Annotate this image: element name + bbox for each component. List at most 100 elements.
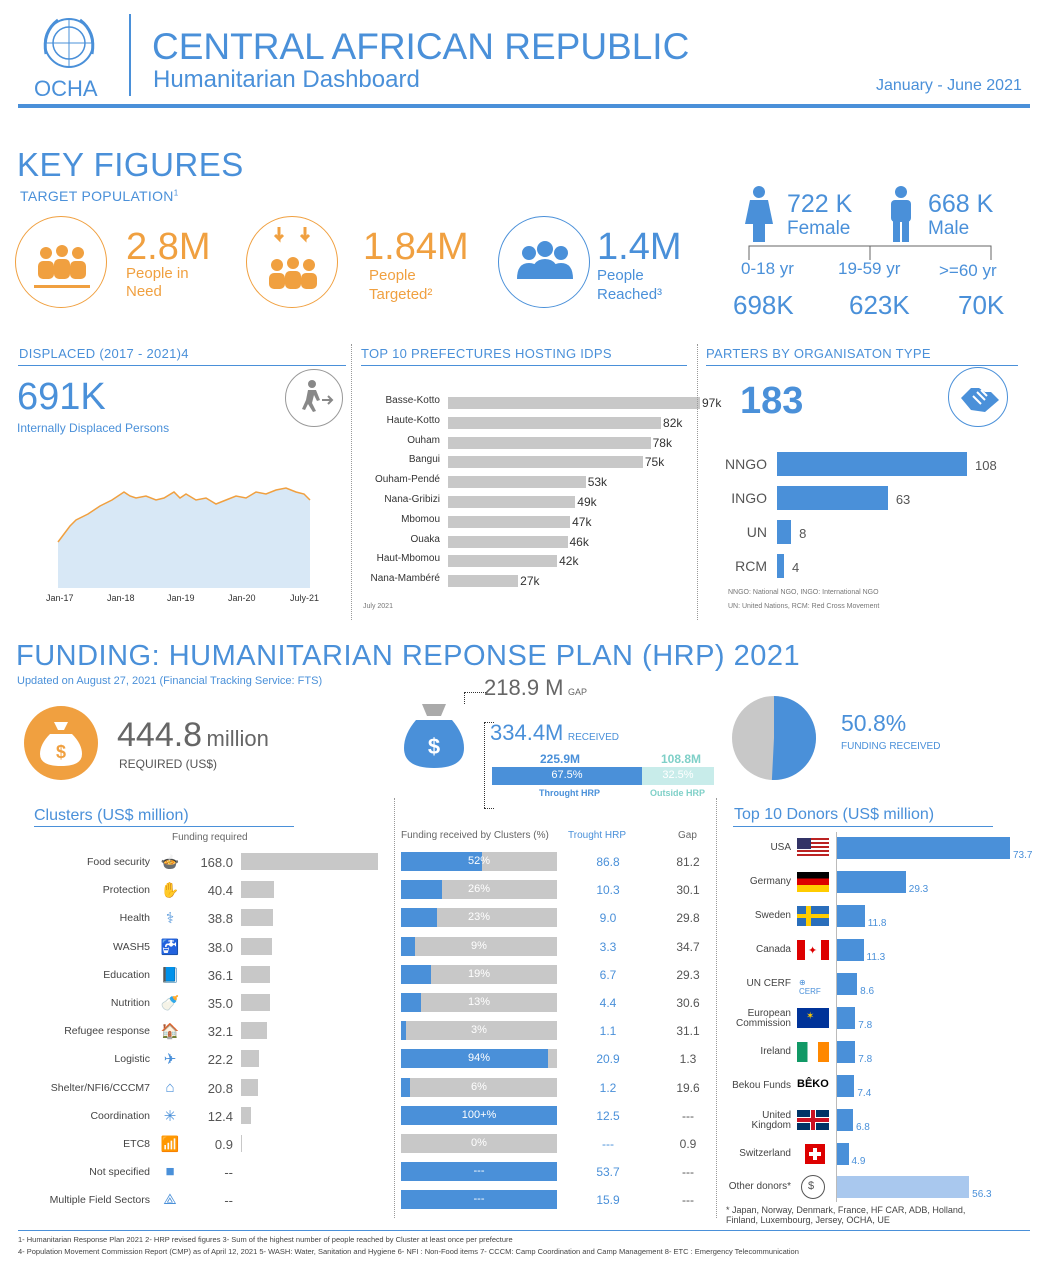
cluster-gap: 31.1 <box>676 1024 700 1039</box>
idp-tick-0: Jan-17 <box>46 593 74 603</box>
funding-title: FUNDING: HUMANITARIAN REPONSE PLAN (HRP)… <box>16 640 801 672</box>
flag-icon: ✦ <box>797 940 829 960</box>
cluster-hrp: 3.3 <box>599 939 617 954</box>
cluster-required-bar <box>241 909 273 927</box>
people-in-need-icon <box>15 216 107 308</box>
cluster-received-bar: 13% <box>401 993 557 1012</box>
prefecture-value: 46k <box>569 534 589 549</box>
partner-bar <box>777 486 888 510</box>
age-19-59-value: 623K <box>849 290 910 320</box>
idp-tick-1: Jan-18 <box>107 593 135 603</box>
cluster-received-bar: --- <box>401 1162 557 1182</box>
received-value: 334.4M RECEIVED <box>490 720 619 745</box>
cluster-received-bar: 0% <box>401 1134 557 1153</box>
prefecture-bar <box>448 397 700 409</box>
prefecture-label: Basse-Kotto <box>385 395 440 406</box>
footer-line-2: 4- Population Movement Commission Report… <box>18 1247 799 1256</box>
male-label: Male <box>928 218 970 239</box>
cluster-received-fill <box>401 1105 557 1125</box>
donor-bar <box>837 871 906 893</box>
prefecture-value: 49k <box>577 495 597 509</box>
funding-pct-value: 50.8% <box>841 710 907 736</box>
clusters-hrp-header: Trought HRP <box>568 830 626 841</box>
age-0-18-value: 698K <box>733 290 794 320</box>
donor-value: 11.3 <box>866 952 886 963</box>
cluster-received-pct: 3% <box>471 1024 487 1037</box>
idp-tick-4: July-21 <box>290 593 320 603</box>
cluster-label: Coordination <box>90 1109 150 1122</box>
flag-icon: ✶ <box>797 1008 829 1028</box>
cluster-label: Not specified <box>89 1166 150 1179</box>
donor-bar <box>837 1143 849 1165</box>
cluster-received-fill <box>401 1021 407 1041</box>
cluster-gap: 34.7 <box>676 939 700 954</box>
funding-pct-label: FUNDING RECEIVED <box>841 741 941 752</box>
flag-icon: $ <box>801 1175 825 1199</box>
cluster-received-bar: 100+% <box>401 1105 557 1125</box>
cluster-required-bar <box>241 965 271 983</box>
outside-value: 108.8M <box>661 752 702 766</box>
donor-value: 8.6 <box>860 986 875 997</box>
partners-total: 183 <box>740 380 804 422</box>
need-label-1: People in <box>126 265 189 282</box>
cluster-received-pct: 9% <box>471 939 487 952</box>
cluster-gap: 0.9 <box>679 1137 697 1151</box>
cluster-received-fill <box>401 993 422 1012</box>
donor-label: United Kingdom <box>751 1110 791 1131</box>
donor-label: Other donors* <box>728 1181 791 1192</box>
cluster-icon: 🚰 <box>160 938 180 956</box>
prefecture-value: 27k <box>520 574 540 589</box>
partner-value: 8 <box>799 526 807 541</box>
flag-icon <box>805 1144 825 1164</box>
cluster-required: 38.0 <box>207 939 233 955</box>
cluster-required: -- <box>224 1193 233 1209</box>
cluster-hrp: 9.0 <box>599 911 617 926</box>
partner-value: 4 <box>792 560 800 575</box>
cluster-hrp: 4.4 <box>599 996 617 1010</box>
prefecture-bar <box>448 436 651 449</box>
clusters-req-header: Funding required <box>172 832 248 843</box>
cluster-gap: 29.8 <box>676 911 700 926</box>
eu-stars: ✶ <box>806 1011 815 1022</box>
flag-icon <box>797 872 829 892</box>
cluster-received-fill <box>401 908 437 928</box>
female-label: Female <box>787 218 851 239</box>
prefecture-label: Ouham-Pendé <box>374 474 440 486</box>
prefecture-value: 78k <box>652 435 672 450</box>
handshake-icon <box>948 367 1008 427</box>
cluster-received-fill <box>401 936 416 956</box>
cluster-gap: 81.2 <box>676 855 700 869</box>
prefecture-label: Ouaka <box>410 533 440 545</box>
cluster-hrp: 10.3 <box>596 883 620 898</box>
outside-bar-pct: 32.5% <box>662 769 694 781</box>
cluster-received-bar: --- <box>401 1190 557 1210</box>
prefecture-value: 75k <box>644 455 665 470</box>
cluster-hrp: 53.7 <box>596 1165 620 1180</box>
partner-label: UN <box>746 524 767 540</box>
prefecture-value: 42k <box>559 554 579 569</box>
cluster-hrp: 15.9 <box>596 1193 620 1208</box>
hrp-bar: 67.5% <box>492 767 642 785</box>
cluster-label: Logistic <box>114 1053 150 1066</box>
donor-bar <box>837 1075 855 1097</box>
cluster-gap: 19.6 <box>676 1080 700 1095</box>
flag-icon <box>797 838 829 858</box>
displaced-title: DISPLACED (2017 - 2021)4 <box>19 346 189 361</box>
swiss-cross-h <box>809 1152 821 1156</box>
cluster-gap: 1.3 <box>679 1052 697 1067</box>
cluster-required-bar <box>241 937 272 955</box>
cluster-received-bar: 26% <box>401 880 557 900</box>
female-value: 722 K <box>787 190 853 218</box>
prefecture-label: Nana-Gribizi <box>384 494 440 505</box>
prefecture-value: 47k <box>572 514 592 529</box>
cluster-icon: ⌂ <box>165 1078 175 1096</box>
cluster-gap: 30.1 <box>676 883 700 898</box>
cluster-required: 40.4 <box>207 883 233 899</box>
hrp-label: Throught HRP <box>539 788 600 798</box>
donor-label: Canada <box>755 944 791 955</box>
age-bracket <box>748 245 992 260</box>
cluster-received-pct: 52% <box>467 855 491 867</box>
cluster-label: Health <box>119 912 150 925</box>
female-icon <box>744 186 774 242</box>
flag-icon: ⊕ CERF <box>797 974 829 994</box>
